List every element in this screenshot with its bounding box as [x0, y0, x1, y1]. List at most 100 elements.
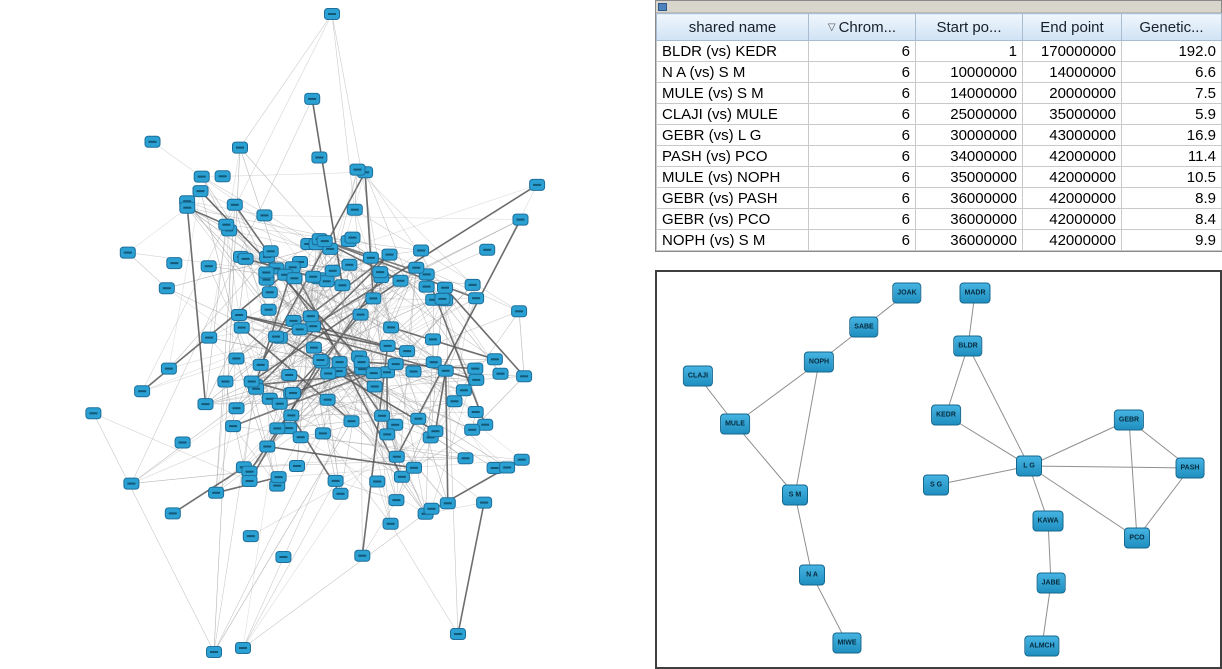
- network-edge[interactable]: [289, 420, 352, 429]
- cell-value[interactable]: 36000000: [915, 229, 1023, 251]
- network-node[interactable]: [225, 420, 242, 433]
- network-node[interactable]: [511, 305, 528, 318]
- table-scrollbar[interactable]: [656, 1, 1221, 13]
- column-header-shared-name[interactable]: shared name: [656, 13, 809, 41]
- cell-value[interactable]: 35000000: [1022, 103, 1122, 125]
- network-node[interactable]: [331, 356, 348, 369]
- network-node[interactable]: [457, 452, 474, 465]
- cell-value[interactable]: 42000000: [1022, 229, 1122, 251]
- network-edge[interactable]: [243, 384, 256, 468]
- network-node[interactable]: [413, 244, 430, 257]
- network-edge-bldr-l-g[interactable]: [967, 345, 1030, 467]
- network-node[interactable]: [312, 354, 329, 366]
- network-node[interactable]: [235, 642, 251, 654]
- network-node[interactable]: [476, 496, 493, 509]
- network-node[interactable]: [231, 309, 248, 321]
- network-edge[interactable]: [444, 287, 525, 377]
- table-row[interactable]: GEBR (vs) L G 6 30000000 43000000 16.9: [656, 124, 1222, 146]
- cell-shared-name[interactable]: GEBR (vs) PCO: [656, 208, 809, 230]
- table-row[interactable]: CLAJI (vs) MULE 6 25000000 35000000 5.9: [656, 103, 1222, 125]
- network-node[interactable]: [232, 141, 248, 154]
- network-node[interactable]: [260, 303, 277, 316]
- network-node[interactable]: [228, 402, 245, 415]
- network-node-n-a[interactable]: N A: [799, 564, 825, 586]
- network-edge[interactable]: [354, 169, 358, 210]
- cell-value[interactable]: 6: [808, 187, 916, 209]
- network-edge[interactable]: [434, 370, 447, 432]
- network-node[interactable]: [256, 209, 273, 222]
- network-node[interactable]: [123, 477, 140, 490]
- network-edge[interactable]: [518, 311, 525, 377]
- network-node-sabe[interactable]: SABE: [849, 316, 879, 338]
- network-node[interactable]: [464, 278, 481, 291]
- cell-value[interactable]: 6: [808, 166, 916, 188]
- network-node[interactable]: [320, 367, 337, 380]
- network-edge[interactable]: [364, 172, 434, 340]
- network-node[interactable]: [464, 423, 481, 436]
- network-node[interactable]: [271, 397, 288, 410]
- network-node[interactable]: [214, 170, 231, 183]
- network-node[interactable]: [372, 266, 389, 279]
- network-node[interactable]: [206, 646, 222, 658]
- network-edge[interactable]: [335, 437, 431, 482]
- network-edge[interactable]: [168, 256, 268, 369]
- network-edge-l-g-pco[interactable]: [1028, 465, 1138, 539]
- network-edge[interactable]: [457, 502, 485, 635]
- network-node-pash[interactable]: PASH: [1175, 457, 1205, 479]
- network-node[interactable]: [197, 398, 214, 411]
- network-edge[interactable]: [361, 361, 476, 370]
- network-edge[interactable]: [205, 224, 227, 405]
- cell-value[interactable]: 8.4: [1121, 208, 1222, 230]
- network-edge[interactable]: [131, 98, 313, 484]
- network-edge[interactable]: [277, 370, 446, 429]
- network-node[interactable]: [383, 321, 400, 334]
- network-edge[interactable]: [215, 381, 226, 493]
- network-node[interactable]: [418, 280, 435, 293]
- network-edge[interactable]: [213, 384, 256, 653]
- network-node[interactable]: [166, 257, 183, 270]
- network-edge-gebr-pco[interactable]: [1128, 419, 1138, 539]
- network-edge[interactable]: [335, 480, 397, 501]
- network-node[interactable]: [353, 356, 370, 369]
- network-node[interactable]: [437, 281, 453, 294]
- network-edge[interactable]: [300, 436, 426, 515]
- network-node[interactable]: [344, 231, 361, 244]
- network-edge-s-m-n-a[interactable]: [794, 494, 813, 576]
- network-node[interactable]: [269, 422, 286, 435]
- network-edge[interactable]: [242, 508, 432, 649]
- network-edge[interactable]: [370, 257, 449, 504]
- network-edge-pash-pco[interactable]: [1136, 467, 1191, 539]
- network-node[interactable]: [387, 358, 404, 371]
- network-node[interactable]: [302, 310, 319, 323]
- network-node[interactable]: [314, 427, 331, 440]
- cell-value[interactable]: 1: [915, 40, 1023, 62]
- cell-shared-name[interactable]: MULE (vs) S M: [656, 82, 809, 104]
- network-edge[interactable]: [267, 276, 314, 447]
- network-node[interactable]: [327, 474, 344, 487]
- network-edge[interactable]: [322, 280, 401, 363]
- network-edge[interactable]: [269, 292, 396, 365]
- table-row[interactable]: GEBR (vs) PCO 6 36000000 42000000 8.4: [656, 208, 1222, 230]
- network-edge[interactable]: [294, 278, 508, 468]
- cell-value[interactable]: 34000000: [915, 145, 1023, 167]
- cell-value[interactable]: 14000000: [915, 82, 1023, 104]
- network-node[interactable]: [285, 387, 301, 399]
- network-node-noph[interactable]: NOPH: [803, 351, 835, 373]
- cell-value[interactable]: 6: [808, 61, 916, 83]
- network-edge[interactable]: [127, 207, 188, 253]
- network-edge[interactable]: [242, 434, 388, 649]
- network-node[interactable]: [311, 151, 328, 164]
- network-node[interactable]: [281, 369, 298, 381]
- cell-shared-name[interactable]: BLDR (vs) KEDR: [656, 40, 809, 62]
- network-edge[interactable]: [131, 471, 250, 484]
- network-node[interactable]: [158, 282, 175, 295]
- cell-value[interactable]: 14000000: [1022, 61, 1122, 83]
- network-node[interactable]: [334, 279, 351, 292]
- network-node[interactable]: [201, 331, 218, 344]
- network-edge[interactable]: [311, 98, 344, 286]
- cell-shared-name[interactable]: CLAJI (vs) MULE: [656, 103, 809, 125]
- cell-value[interactable]: 30000000: [915, 124, 1023, 146]
- network-node[interactable]: [362, 251, 379, 264]
- network-node[interactable]: [365, 367, 382, 380]
- cell-value[interactable]: 42000000: [1022, 187, 1122, 209]
